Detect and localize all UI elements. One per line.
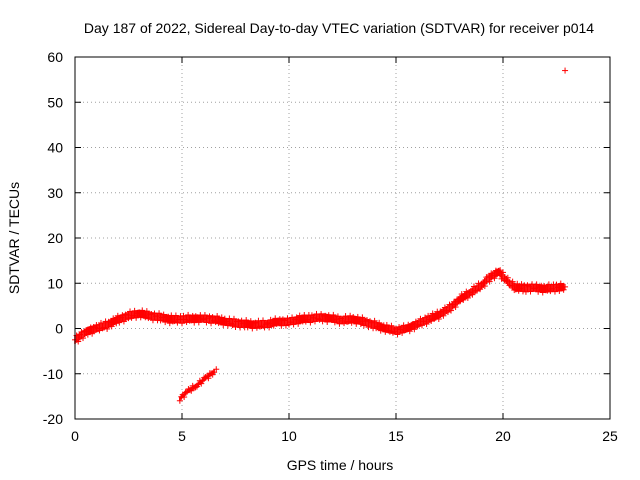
y-tick-label: 50	[47, 94, 63, 110]
low-segment-marker	[188, 387, 195, 394]
band-marker	[440, 312, 447, 319]
band-marker	[108, 323, 115, 330]
band-marker	[504, 274, 511, 281]
y-tick-label: 40	[47, 140, 63, 156]
band-marker	[486, 278, 493, 285]
band-marker	[464, 294, 471, 301]
y-tick-label: 20	[47, 230, 63, 246]
band-marker	[307, 319, 314, 326]
y-tick-label: -20	[43, 411, 63, 427]
y-tick-label: -10	[43, 366, 63, 382]
grid-lines	[75, 57, 610, 419]
band-marker	[388, 322, 395, 329]
band-marker	[481, 283, 488, 290]
band-marker	[469, 291, 476, 298]
band-marker	[376, 319, 383, 326]
low-segment-marker	[205, 375, 212, 382]
band-marker	[394, 331, 401, 338]
x-tick-label: 0	[71, 428, 79, 444]
band-marker	[120, 318, 127, 325]
band-marker	[383, 321, 390, 328]
low-segment-marker	[213, 366, 220, 373]
y-tick-label: 60	[47, 49, 63, 65]
band-marker	[230, 315, 237, 322]
band-marker	[139, 307, 146, 314]
band-marker	[423, 321, 430, 328]
band-marker	[330, 311, 337, 318]
band-marker	[295, 320, 302, 327]
y-tick-label: 30	[47, 185, 63, 201]
band-marker	[406, 328, 413, 335]
band-marker	[89, 330, 96, 337]
band-marker	[411, 326, 418, 333]
chart-title: Day 187 of 2022, Sidereal Day-to-day VTE…	[84, 20, 594, 36]
low-segment-marker	[176, 397, 183, 404]
band-marker	[84, 331, 91, 338]
band-marker	[359, 314, 366, 321]
data-points	[72, 67, 569, 404]
y-axis-label: SDTVAR / TECUs	[6, 182, 22, 294]
band-marker	[435, 315, 442, 322]
band-marker	[509, 278, 516, 285]
band-marker	[116, 319, 123, 326]
band-marker	[448, 307, 455, 314]
band-marker	[80, 335, 87, 342]
band-marker	[491, 275, 498, 282]
low-segment-marker	[198, 380, 205, 387]
x-axis-label: GPS time / hours	[287, 457, 394, 473]
x-tick-label: 5	[178, 428, 186, 444]
y-tick-label: 0	[55, 321, 63, 337]
x-tick-label: 15	[388, 428, 404, 444]
band-marker	[500, 269, 506, 276]
band-marker	[562, 283, 569, 290]
low-segment-marker	[192, 384, 199, 391]
band-marker	[104, 325, 111, 332]
band-marker	[371, 317, 378, 324]
band-marker	[560, 286, 567, 293]
low-segment-marker	[181, 394, 188, 401]
y-tick-label: 10	[47, 275, 63, 291]
axis-ticks: 0 5 10 15 20 25 -20 -10 0 10 20 30 40 50 60	[43, 49, 618, 444]
band-marker	[452, 304, 459, 311]
band-marker	[75, 338, 82, 345]
band-marker	[143, 308, 150, 315]
band-marker	[214, 313, 221, 320]
outlier-point	[562, 67, 569, 74]
band-marker	[266, 324, 273, 331]
x-tick-label: 10	[281, 428, 297, 444]
x-tick-label: 20	[495, 428, 511, 444]
x-tick-label: 25	[602, 428, 618, 444]
